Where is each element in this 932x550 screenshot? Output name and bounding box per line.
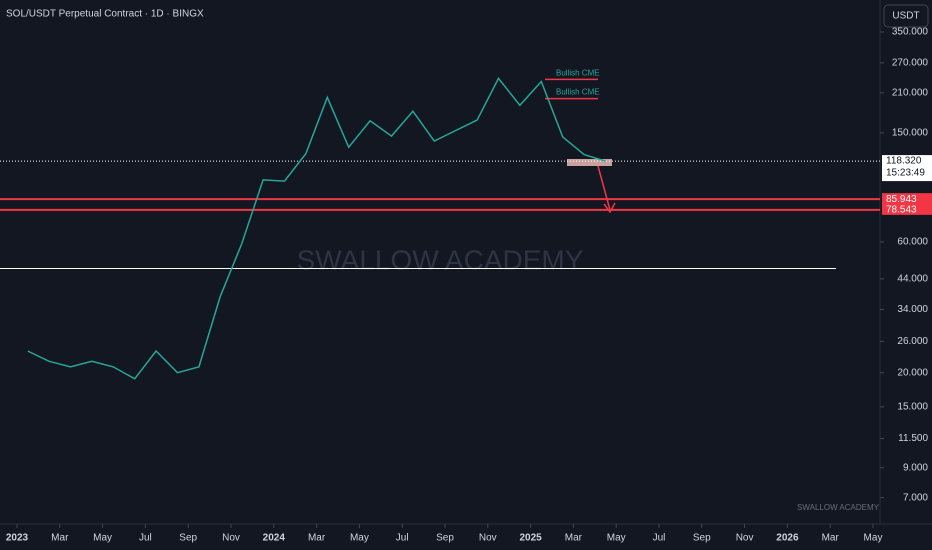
x-tick-label: Sep [693,533,711,544]
x-tick-label: May [864,533,883,544]
annotation-label: Bullish CME [556,88,600,97]
price-line-series [27,77,606,380]
support-box [567,159,612,166]
price-tag [882,203,932,215]
x-tick-label: May [607,533,626,544]
x-tick-label: Jul [139,533,152,544]
price-tag [882,155,932,182]
x-tick-label: Mar [308,533,326,544]
x-tick-label: Jul [396,533,409,544]
price-tag-label: 78.543 [886,204,917,215]
x-tick-label: 2023 [6,533,29,544]
price-tag-label: 118.320 [886,156,922,167]
y-tick-label: 60.000 [897,237,928,248]
y-tick-label: 20.000 [897,367,928,378]
y-tick-label: 26.000 [897,336,928,347]
price-tag [882,193,932,205]
annotation-label: Bullish CME [556,69,600,78]
y-tick-label: 350.000 [892,27,929,38]
y-tick-label: 210.000 [892,87,929,98]
watermark: SWALLOW ACADEMY [297,244,584,275]
x-tick-label: Mar [565,533,583,544]
x-tick-label: 2025 [519,533,542,544]
y-tick-label: 270.000 [892,58,929,69]
x-tick-label: Nov [736,533,754,544]
y-tick-label: 15.000 [897,402,928,413]
x-tick-label: Sep [179,533,197,544]
y-tick-label: 150.000 [892,127,929,138]
x-tick-label: Jul [653,533,666,544]
x-tick-label: Mar [822,533,840,544]
price-tag-countdown: 15:23:49 [886,168,925,179]
currency-button[interactable] [883,4,929,28]
corner-mark: SWALLOW ACADEMY [797,503,880,512]
price-tag-label: 85.943 [886,194,917,205]
x-tick-label: Mar [51,533,69,544]
x-tick-label: 2024 [263,533,286,544]
x-tick-label: May [350,533,369,544]
x-tick-label: Nov [222,533,240,544]
y-tick-label: 34.000 [897,304,928,315]
chart-title: SOL/USDT Perpetual Contract · 1D · BINGX [6,9,204,20]
y-tick-label: 9.000 [903,462,928,473]
currency-label[interactable]: USDT [892,11,919,22]
x-tick-label: Sep [436,533,454,544]
x-tick-label: Nov [479,533,497,544]
y-tick-label: 11.500 [898,433,928,444]
y-tick-label: 7.000 [903,492,928,503]
x-tick-label: 2026 [776,533,799,544]
x-tick-label: May [93,533,112,544]
y-tick-label: 44.000 [897,273,928,284]
projection-arrow [597,165,616,214]
